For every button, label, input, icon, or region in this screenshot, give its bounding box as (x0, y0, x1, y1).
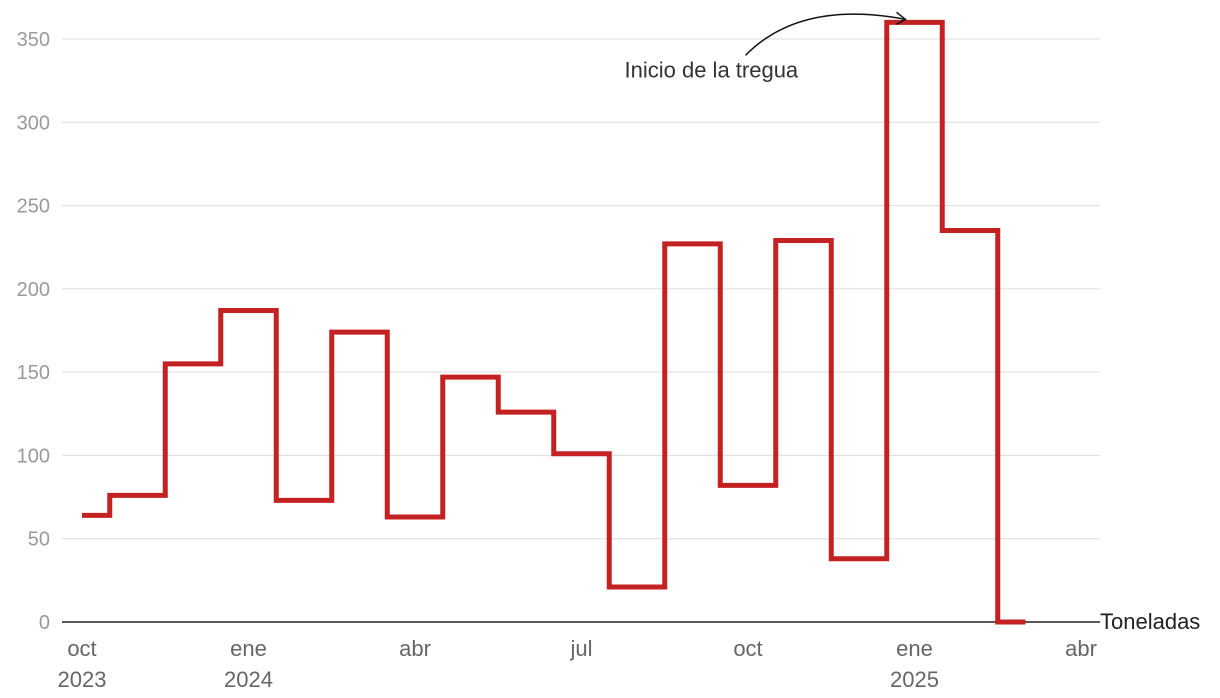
unit-label: Toneladas (1100, 609, 1200, 634)
annotation-arrowhead (896, 11, 907, 25)
y-axis-tick-labels: 0 50 100 150 200 250 300 350 (17, 29, 50, 634)
data-point-2023-12 (189, 360, 197, 368)
y-tick-label-50: 50 (28, 529, 50, 551)
annotation-label: Inicio de la tregua (625, 57, 799, 82)
data-point-2024-08 (633, 583, 641, 591)
data-point-2024-05 (467, 373, 475, 381)
x-tick-year-2024-01: 2024 (224, 667, 273, 692)
data-point-2024-10 (744, 481, 752, 489)
x-tick-year-2023-10: 2023 (58, 667, 107, 692)
data-point-2024-12 (855, 555, 863, 563)
x-tick-label-2024-04: abr (399, 636, 431, 661)
x-tick-label-2024-07: jul (569, 636, 592, 661)
y-tick-label-100: 100 (17, 445, 50, 467)
series-line-toneladas (82, 19, 1026, 625)
y-tick-label-150: 150 (17, 362, 50, 384)
data-point-2024-01 (245, 307, 253, 315)
x-axis-tick-labels: oct 2023 ene 2024 abr jul oct ene 2025 abr (58, 636, 1097, 692)
data-point-2024-11 (800, 237, 808, 245)
data-point-2025-03 (1022, 618, 1030, 626)
data-point-2023-10 (78, 511, 86, 519)
x-tick-label-2025-01: ene (896, 636, 933, 661)
grid-layer (62, 38, 1100, 540)
data-point-2024-09 (689, 240, 697, 248)
x-tick-label-2023-10: oct (67, 636, 96, 661)
y-tick-label-200: 200 (17, 279, 50, 301)
data-point-2023-11 (134, 491, 142, 499)
data-point-2024-04 (411, 513, 419, 521)
annotation: Inicio de la tregua (625, 11, 907, 82)
data-point-2024-06 (522, 408, 530, 416)
data-point-2024-03 (356, 328, 364, 336)
x-tick-label-2024-10: oct (733, 636, 762, 661)
annotation-arrow (744, 13, 906, 56)
y-tick-label-0: 0 (39, 612, 50, 634)
data-point-2025-01 (911, 18, 919, 26)
data-point-2024-02 (300, 496, 308, 504)
y-tick-label-300: 300 (17, 112, 50, 134)
y-tick-label-250: 250 (17, 196, 50, 218)
x-tick-year-2025-01: 2025 (890, 667, 939, 692)
x-tick-label-2024-01: ene (230, 636, 267, 661)
data-point-2025-02 (966, 227, 974, 235)
data-point-2024-07 (578, 450, 586, 458)
x-tick-label-2025-04: abr (1065, 636, 1097, 661)
y-tick-label-350: 350 (17, 29, 50, 51)
